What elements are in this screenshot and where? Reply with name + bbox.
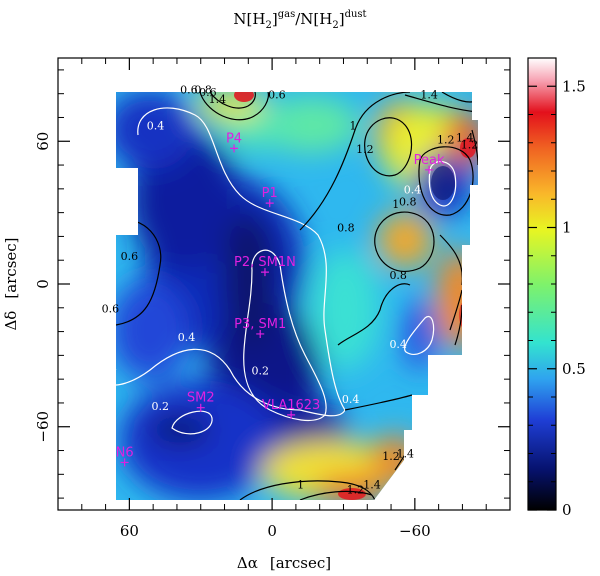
source-label: SM2 <box>187 391 215 406</box>
contour-label: 1 <box>392 198 399 211</box>
y-tick-label: 60 <box>34 132 52 151</box>
x-tick-label: 0 <box>267 522 277 540</box>
source-marker <box>260 268 269 277</box>
source-label: P3, SM1 <box>234 317 286 332</box>
contour-label: 1.4 <box>397 448 415 461</box>
source-marker <box>256 329 265 338</box>
contour-label: 0.6 <box>102 303 120 316</box>
title-slash: /N[H <box>295 10 332 28</box>
y-axis: 60 0 −60 <box>34 69 510 499</box>
contour-label: 1.2 <box>437 134 455 147</box>
source-label: N6 <box>116 445 134 460</box>
title-sup2: dust <box>345 9 367 20</box>
contour-label: 0.6 <box>268 88 286 101</box>
source-label: Peak <box>414 153 445 168</box>
contour-labels: 0.40.40.40.40.40.40.20.20.6 0.60.60.60.60… <box>99 84 478 497</box>
y-tick-label: −60 <box>34 411 52 443</box>
contour-label: 0.6 <box>121 250 139 263</box>
contour-label: 1.4 <box>363 479 381 492</box>
y-axis-label-units: [arcsec] <box>2 237 20 298</box>
x-tick-label: 60 <box>120 522 139 540</box>
contour-label: 1 <box>297 479 304 492</box>
contour-label: 0.4 <box>404 184 422 197</box>
title-sub1: 2 <box>265 20 271 31</box>
contour-label: 0.8 <box>389 269 407 282</box>
source-markers: P4 P1 P2, SM1N P3, SM1 SM2 VLA1623 N6 Peak <box>116 131 445 467</box>
contour-label: 0.6 <box>180 84 198 97</box>
chart-title: N[H2]gas/N[H2]dust <box>233 9 366 31</box>
contour-label: 1.4 <box>456 131 474 144</box>
y-axis-label-symbol: Δδ <box>2 311 20 331</box>
contour-label: 0.8 <box>337 222 355 235</box>
colorbar-tick-label: 0.5 <box>562 360 586 378</box>
contour-label: 1.2 <box>382 450 400 463</box>
contour-label: 1 <box>349 119 356 132</box>
title-bracket2: ] <box>339 10 345 28</box>
colorbar-tick-label: 0 <box>562 501 572 519</box>
title-bracket1: ] <box>272 10 278 28</box>
x-axis-label: Δα [arcsec] <box>237 554 331 572</box>
source-marker <box>120 458 129 467</box>
source-marker <box>287 410 296 419</box>
y-tick-label: 0 <box>34 279 52 289</box>
x-axis-label-units: [arcsec] <box>270 554 331 572</box>
contour-label: 0.4 <box>99 362 117 375</box>
x-axis-label-symbol: Δα <box>237 554 258 572</box>
x-tick-label: −60 <box>399 522 431 540</box>
contour-label: 0.2 <box>251 364 269 377</box>
contour-label: 0.4 <box>147 119 165 132</box>
contour-label: 0.6 <box>199 86 217 99</box>
source-label: P1 <box>262 186 278 201</box>
contour-label: 1.2 <box>356 143 374 156</box>
x-axis: 60 0 −60 <box>81 58 487 540</box>
contour-label: 0.4 <box>389 338 407 351</box>
title-sub2: 2 <box>332 20 338 31</box>
contour-label: 1.2 <box>461 138 479 151</box>
source-marker <box>230 144 239 153</box>
contour-label: 1.4 <box>209 93 227 106</box>
colorbar-tick-label: 1 <box>562 219 572 237</box>
colorbar-tick-label: 1.5 <box>562 77 586 95</box>
source-marker <box>265 199 274 208</box>
source-label: P4 <box>226 131 242 146</box>
contour-label: 0.8 <box>194 84 212 97</box>
contour-label: 1.2 <box>347 483 365 496</box>
title-main: N[H <box>233 10 265 28</box>
y-axis-label: Δδ [arcsec] <box>2 237 20 330</box>
contour-label: 0.4 <box>342 393 360 406</box>
heatmap-image <box>116 92 478 500</box>
source-label: VLA1623 <box>262 398 320 413</box>
title-sup1: gas <box>278 9 296 20</box>
contour-label: 0.4 <box>178 331 196 344</box>
source-marker <box>196 403 205 412</box>
contour-label: 0.8 <box>399 195 417 208</box>
source-marker <box>425 165 434 174</box>
contour-label: 0.2 <box>152 400 170 413</box>
colorbar-ticks: 0 0.5 1 1.5 <box>528 77 586 519</box>
contour-label: 1.4 <box>420 88 438 101</box>
source-label: P2, SM1N <box>234 255 296 270</box>
